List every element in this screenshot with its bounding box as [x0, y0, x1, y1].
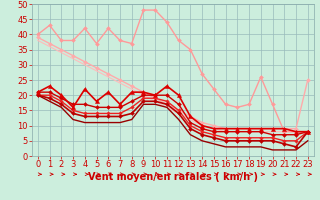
X-axis label: Vent moyen/en rafales ( km/h ): Vent moyen/en rafales ( km/h )	[88, 172, 258, 182]
